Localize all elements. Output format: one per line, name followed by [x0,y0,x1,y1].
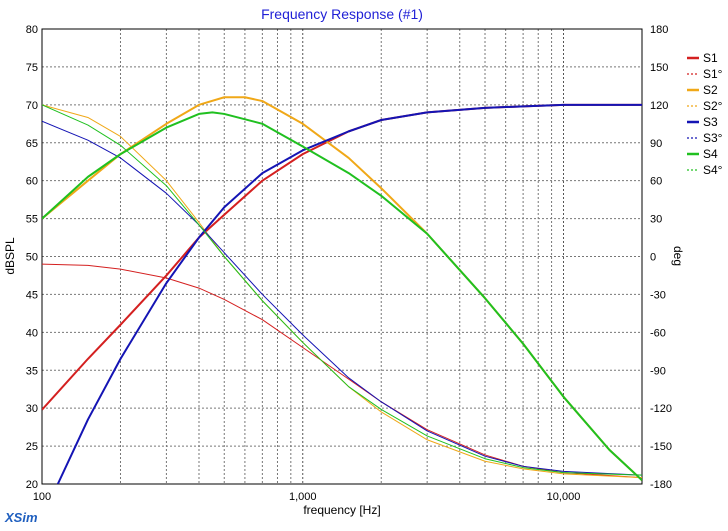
y-tick-label: 20 [26,479,38,491]
y2-tick-label: -120 [650,403,672,415]
y-tick-label: 70 [26,100,38,112]
chart-title: Frequency Response (#1) [261,6,423,22]
legend-label-s2: S2 [703,83,718,97]
legend-label-s1: S1 [703,51,718,65]
y2-tick-label: 120 [650,100,668,112]
x-tick-label: 100 [33,491,51,503]
tick-labels: 100 1,000 10,000 20 25 30 35 40 45 50 55 60 65 70 75 80… [26,24,672,503]
legend-label-s4-phase: S4° [703,163,723,177]
y-tick-label: 75 [26,62,38,74]
y-tick-label: 25 [26,441,38,453]
xsim-brand: XSim [4,510,38,525]
y2-tick-label: -150 [650,441,672,453]
y2-tick-label: 60 [650,176,662,188]
plot-area-border [41,28,643,485]
y-tick-label: 80 [26,24,38,36]
y2-tick-label: 150 [650,62,668,74]
legend-label-s3-phase: S3° [703,131,723,145]
y2-axis-label: deg [671,246,685,266]
y-tick-label: 30 [26,403,38,415]
legend: S1 S1° S2 S2° S3 S3° S4 S4° [687,51,723,177]
series-line-s3-phase [42,120,642,476]
x-tick-label: 10,000 [547,491,581,503]
y-tick-label: 55 [26,214,38,226]
y2-tick-label: 90 [650,138,662,150]
grid [42,29,642,484]
x-tick-label: 1,000 [289,491,317,503]
legend-label-s4: S4 [703,147,718,161]
y2-tick-label: -180 [650,479,672,491]
x-axis-label: frequency [Hz] [303,503,380,517]
plot-series [42,96,642,484]
y-tick-label: 35 [26,365,38,377]
y-tick-label: 60 [26,176,38,188]
y-axis-label: dBSPL [3,237,17,275]
y-tick-label: 45 [26,289,38,301]
y2-tick-label: 30 [650,214,662,226]
y2-tick-label: -30 [650,289,666,301]
legend-label-s2-phase: S2° [703,99,723,113]
y-tick-label: 40 [26,327,38,339]
legend-label-s1-phase: S1° [703,67,723,81]
series-line-s4-phase [42,104,642,476]
y2-tick-label: 0 [650,252,656,264]
y-tick-label: 65 [26,138,38,150]
legend-label-s3: S3 [703,115,718,129]
y-tick-label: 50 [26,252,38,264]
series-line-s4 [42,111,642,481]
y2-tick-label: -90 [650,365,666,377]
series-line-s3 [56,103,642,484]
y2-tick-label: 180 [650,24,668,36]
y2-tick-label: -60 [650,327,666,339]
